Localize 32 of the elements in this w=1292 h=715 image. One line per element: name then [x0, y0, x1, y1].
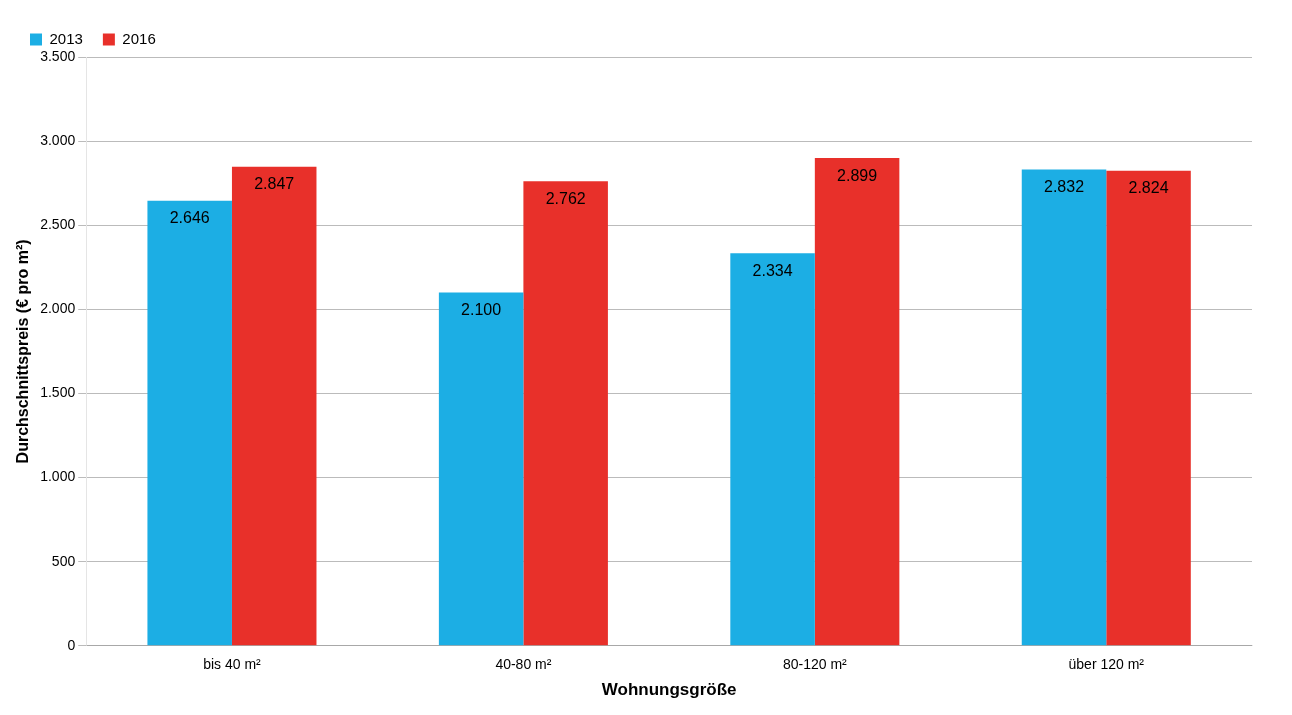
- x-tick-label: 40-80 m²: [495, 656, 552, 673]
- bar: [231, 166, 317, 646]
- y-axis-title: Durchschnittspreis (€ pro m²): [14, 239, 32, 464]
- x-tick-label: über 120 m²: [1068, 656, 1145, 673]
- data-label: 2.762: [545, 189, 586, 207]
- y-tick-label: 3.000: [40, 131, 76, 148]
- y-tick-label: 2.500: [40, 216, 76, 233]
- y-tick-label: 1.000: [40, 468, 76, 485]
- bar: [730, 253, 815, 646]
- y-tick-label: 500: [51, 552, 76, 569]
- bar: [147, 200, 232, 646]
- legend-label: 2016: [122, 29, 156, 47]
- y-tick-label: 2.000: [40, 300, 76, 317]
- data-label: 2.100: [461, 300, 502, 318]
- data-label: 2.899: [837, 166, 878, 184]
- y-tick-label: 3.500: [40, 47, 76, 64]
- x-tick-label: 80-120 m²: [782, 656, 848, 673]
- data-label: 2.832: [1044, 177, 1085, 195]
- bar: [523, 181, 608, 646]
- bar: [814, 158, 900, 646]
- data-label: 2.847: [254, 175, 295, 193]
- bar: [1021, 169, 1107, 646]
- bar: [1106, 170, 1191, 646]
- x-axis-title: Wohnungsgröße: [601, 680, 737, 700]
- bar: [438, 292, 524, 646]
- legend-label: 2013: [49, 29, 83, 47]
- data-label: 2.334: [752, 261, 793, 279]
- data-label: 2.824: [1128, 179, 1169, 197]
- y-tick-label: 0: [67, 636, 76, 653]
- y-tick-label: 1.500: [40, 384, 76, 401]
- x-tick-label: bis 40 m²: [203, 656, 262, 673]
- data-label: 2.646: [169, 209, 210, 227]
